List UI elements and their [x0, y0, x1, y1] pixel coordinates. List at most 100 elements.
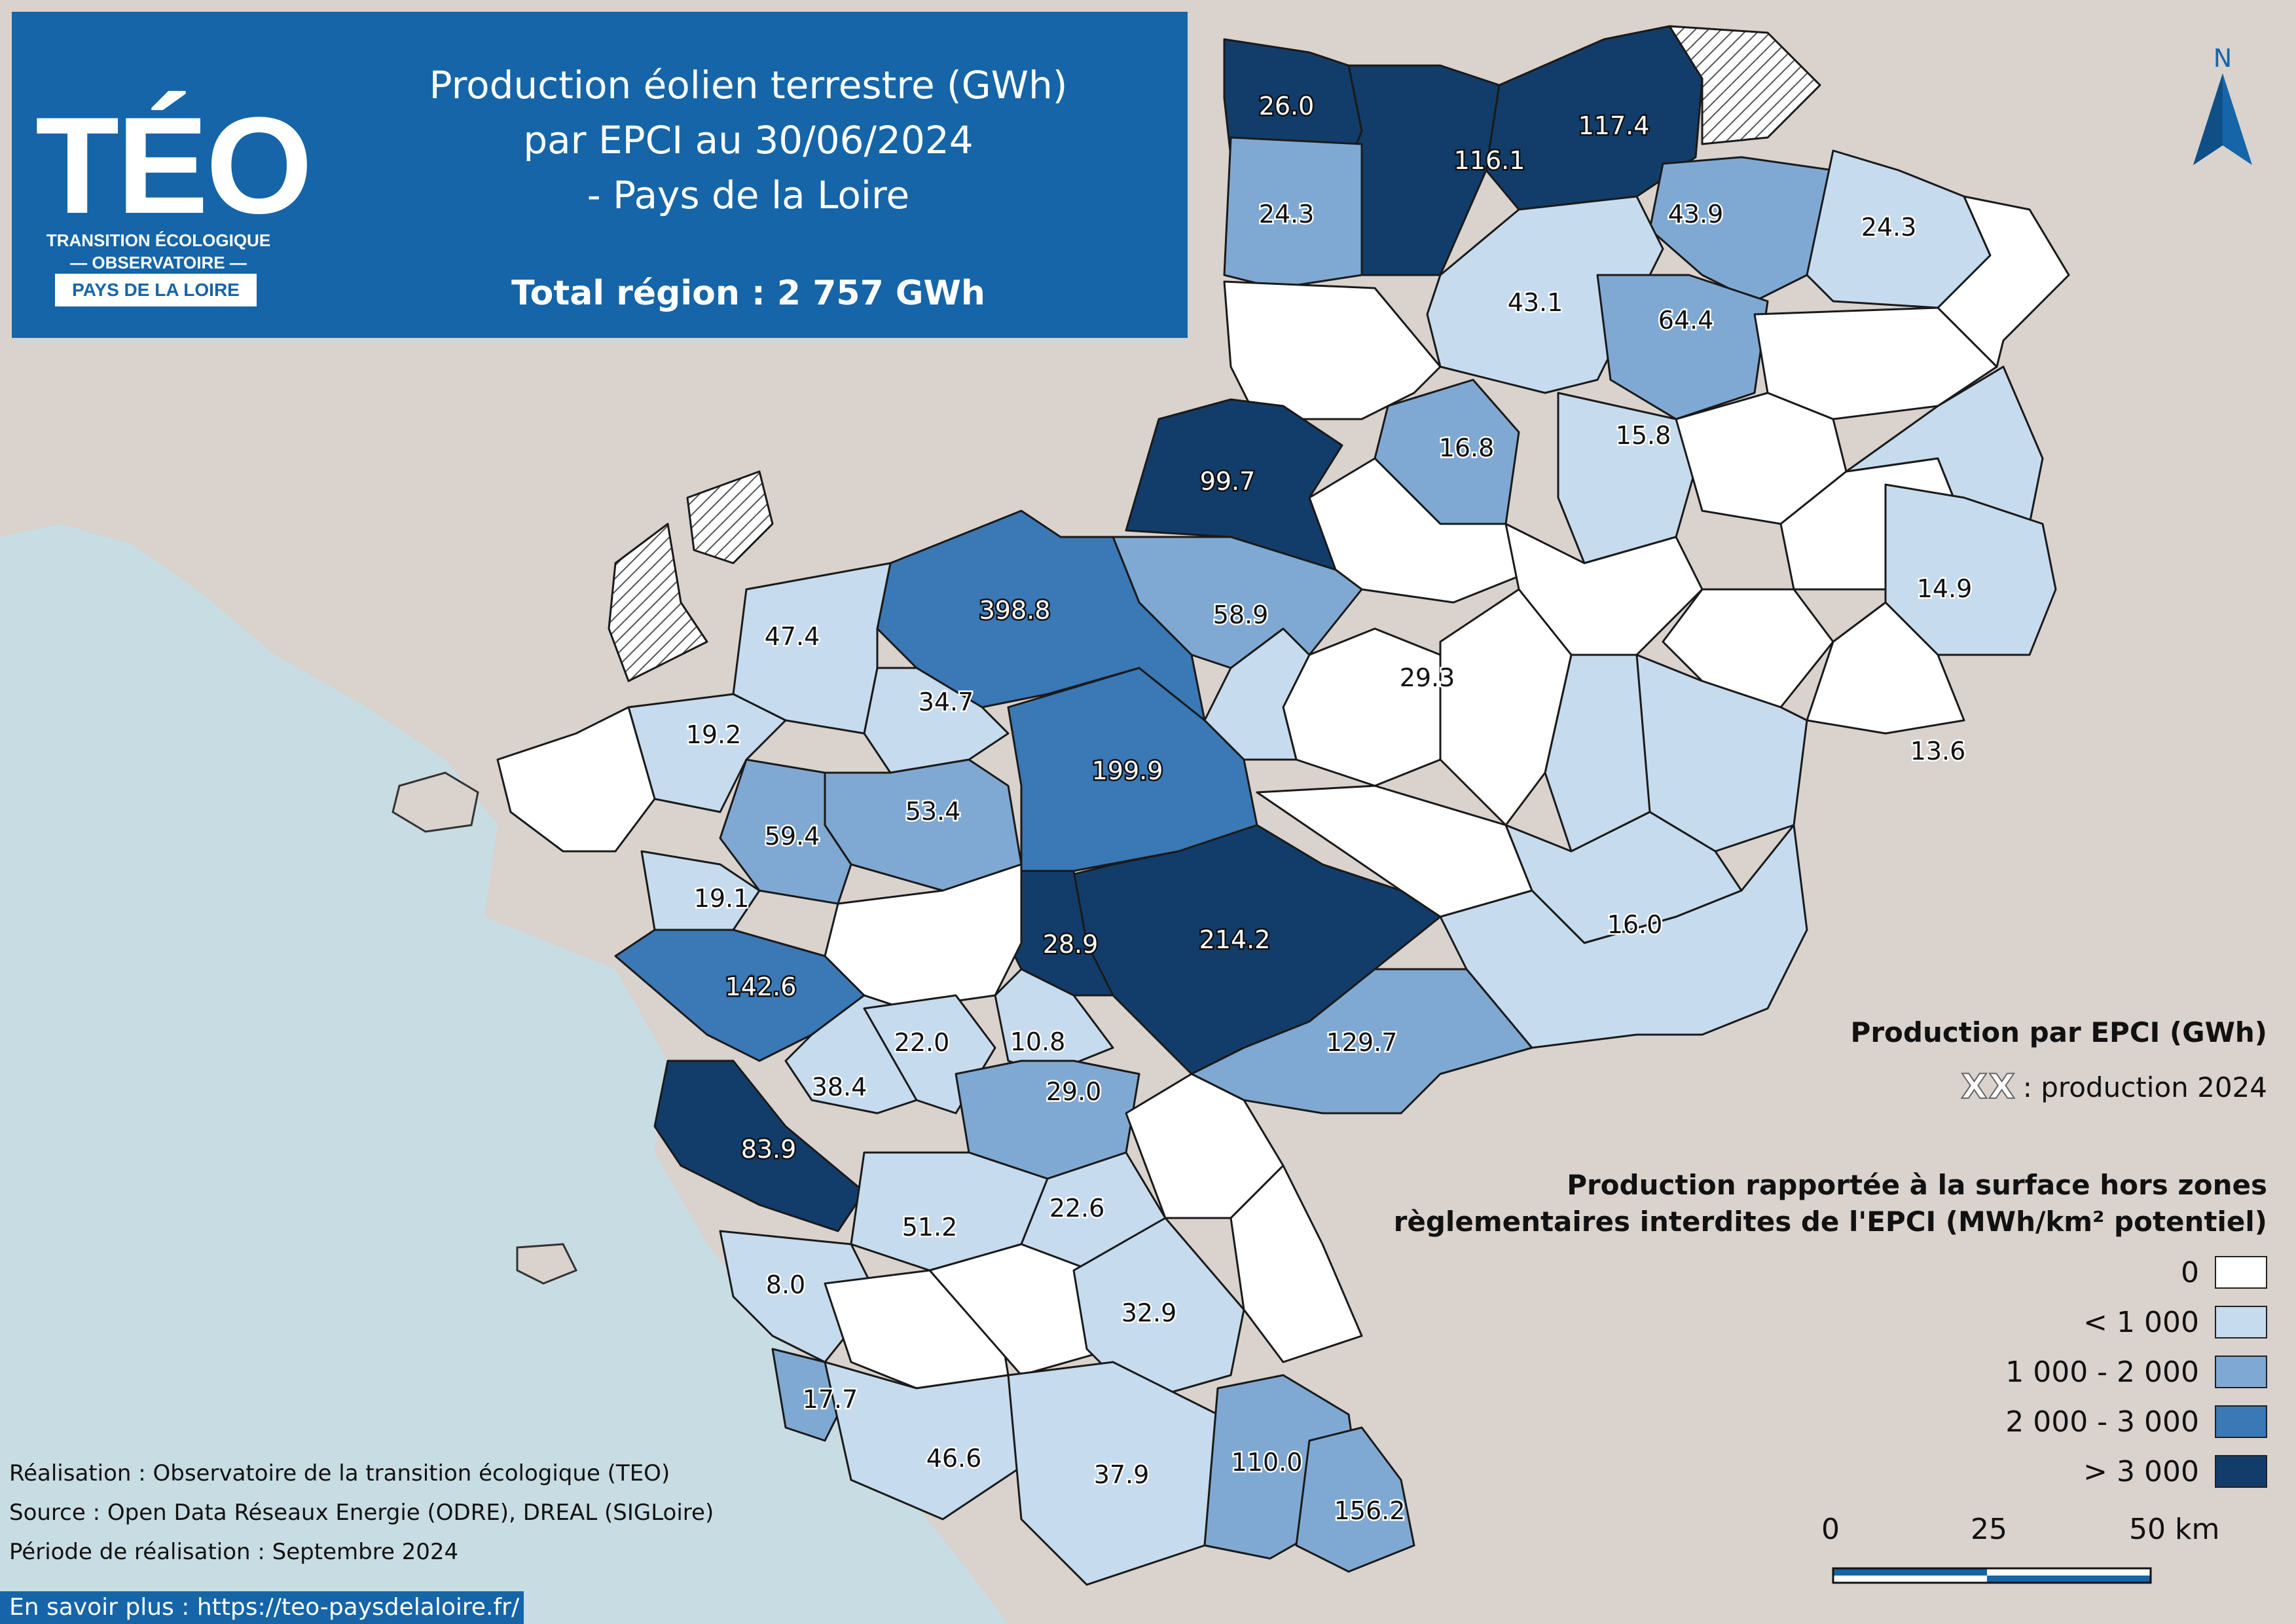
legend-class-label: 0	[2181, 1255, 2199, 1289]
island	[392, 771, 479, 833]
credit-line: Réalisation : Observatoire de la transit…	[9, 1460, 670, 1486]
more-info-link[interactable]: En savoir plus : https://teo-paysdelaloi…	[0, 1591, 524, 1624]
legend-class-row: > 3 000	[2083, 1453, 2267, 1490]
hatched-region	[686, 470, 774, 564]
title-line: par EPCI au 30/06/2024	[523, 118, 974, 162]
legend-swatch	[2215, 1306, 2267, 1338]
epci-region	[496, 706, 656, 853]
map-value-label: 10.8	[1010, 1027, 1066, 1056]
legend-class-label: > 3 000	[2083, 1454, 2199, 1488]
scale-bar-segment	[1833, 1576, 1987, 1583]
map-value-label: 17.7	[803, 1385, 858, 1414]
legend-class-label: 1 000 - 2 000	[2005, 1355, 2199, 1389]
legend-ratio-line: règlementaires interdites de l'EPCI (MWh…	[1393, 1206, 2267, 1238]
header-panel: TÉO TRANSITION ÉCOLOGIQUE — OBSERVATOIRE…	[12, 12, 1188, 338]
legend-class-row: 2 000 - 3 000	[2005, 1403, 2267, 1440]
map-value-label: 110.0	[1231, 1448, 1303, 1477]
map-value-label: 38.4	[812, 1073, 867, 1101]
epci-region	[1845, 365, 2044, 525]
scale-label-0: 0	[1821, 1513, 1840, 1546]
map-value-label: 46.6	[926, 1444, 982, 1473]
map-value-label: 64.4	[1658, 306, 1714, 335]
hatch-label: : production 2024	[2022, 1071, 2267, 1103]
legend-class-row: 0	[2181, 1254, 2267, 1291]
sea-area	[0, 524, 1008, 1624]
map-value-label: 129.7	[1326, 1028, 1398, 1057]
map-value-label: 58.9	[1213, 600, 1269, 629]
epci-region	[824, 863, 1023, 1010]
map-value-label: 22.0	[894, 1028, 950, 1057]
legend-class-row: 1 000 - 2 000	[2005, 1354, 2267, 1390]
epci-region	[1439, 588, 1573, 826]
map-value-label: 214.2	[1199, 925, 1271, 954]
map-value-label: 37.9	[1094, 1460, 1150, 1489]
epci-region	[1223, 136, 1363, 289]
epci-region	[1072, 1217, 1245, 1403]
map-value-label: 29.0	[1046, 1077, 1102, 1106]
map-value-label: 15.8	[1616, 421, 1671, 450]
legend-ratio-line: Production rapportée à la surface hors z…	[1567, 1169, 2267, 1201]
map-value-label: 24.3	[1259, 200, 1315, 229]
credit-line: Période de réalisation : Septembre 2024	[9, 1539, 459, 1565]
map-value-label: 156.2	[1334, 1496, 1406, 1525]
map-value-label: 16.0	[1607, 910, 1663, 939]
epci-region	[1223, 280, 1442, 420]
hatched-region	[1668, 25, 1821, 145]
map-value-label: 47.4	[765, 622, 820, 651]
map-value-label: 51.2	[902, 1213, 958, 1242]
map-title: Production éolien terrestre (GWh) par EP…	[378, 58, 1118, 223]
map-value-label: 43.1	[1508, 288, 1563, 317]
legend-hatch-row: XX : production 2024	[1961, 1067, 2267, 1107]
map-value-label: 199.9	[1092, 756, 1163, 785]
epci-region	[994, 968, 1114, 1075]
scale-bar-segment	[1987, 1568, 2151, 1576]
legend-ratio-title: Production rapportée à la surface hors z…	[1394, 1167, 2267, 1240]
logo-subtitle-line: — OBSERVATOIRE —	[70, 253, 247, 272]
map-value-label: 142.6	[725, 972, 797, 1001]
map-value-label: 16.8	[1439, 434, 1495, 462]
epci-region	[1649, 156, 1834, 303]
legend-swatch	[2215, 1356, 2267, 1388]
legend-swatch	[2215, 1405, 2267, 1438]
map-value-label: 83.9	[741, 1135, 797, 1164]
map-value-label: 117.4	[1578, 111, 1650, 140]
map-value-label: 32.9	[1121, 1299, 1177, 1327]
epci-region	[863, 667, 1010, 774]
hatched-region	[608, 523, 708, 682]
map-value-label: 14.9	[1917, 574, 1973, 603]
map-value-label: 59.4	[765, 822, 820, 851]
scale-bar-outline	[1832, 1567, 2152, 1584]
map-value-label: 26.0	[1259, 92, 1315, 120]
legend-class-label: 2 000 - 3 000	[2005, 1405, 2199, 1439]
logo: TÉO	[35, 88, 313, 242]
epci-region	[640, 850, 761, 931]
map-value-label: 99.7	[1200, 467, 1256, 496]
scale-label-25: 25	[1971, 1513, 2007, 1546]
map-value-label: 116.1	[1454, 146, 1525, 175]
map-value-label: 29.3	[1400, 663, 1455, 692]
legend-class-row: < 1 000	[2083, 1304, 2267, 1340]
credit-line: Source : Open Data Réseaux Energie (ODRE…	[9, 1500, 714, 1526]
map-value-label: 28.9	[1043, 930, 1099, 959]
title-line: Production éolien terrestre (GWh)	[429, 63, 1068, 107]
map-value-label: 19.2	[686, 720, 742, 749]
island	[516, 1243, 578, 1285]
epci-region	[1596, 274, 1769, 420]
scale-label-50: 50 km	[2129, 1513, 2220, 1546]
logo-subtitle: TRANSITION ÉCOLOGIQUE — OBSERVATOIRE —	[41, 229, 276, 274]
map-value-label: 24.3	[1861, 213, 1917, 242]
legend-production-title: Production par EPCI (GWh)	[1850, 1016, 2267, 1048]
map-value-label: 43.9	[1668, 200, 1724, 229]
map-value-label: 19.1	[694, 884, 750, 913]
map-value-label: 34.7	[919, 688, 974, 716]
north-arrow: N	[2187, 41, 2259, 172]
epci-region	[1426, 195, 1664, 394]
title-line: - Pays de la Loire	[587, 173, 910, 217]
map-value-label: 22.6	[1049, 1194, 1105, 1223]
map-value-label: 8.0	[766, 1270, 805, 1299]
total-region: Total région : 2 757 GWh	[511, 274, 985, 313]
map-value-label: 53.4	[905, 797, 961, 826]
epci-region	[719, 758, 852, 905]
epci-region	[1937, 195, 2070, 368]
